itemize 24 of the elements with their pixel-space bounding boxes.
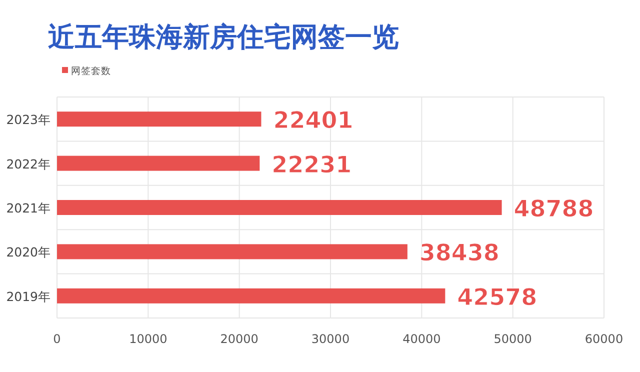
x-tick-label: 50000: [494, 332, 532, 346]
bar: [57, 288, 446, 304]
data-label: 22231: [272, 152, 352, 178]
bar: [57, 156, 260, 171]
legend-label: 网签套数: [71, 65, 111, 77]
y-tick-label: 2022年: [6, 156, 51, 172]
y-tick-label: 2023年: [6, 112, 51, 128]
y-tick-label: 2020年: [6, 244, 51, 260]
y-tick-label: 2021年: [6, 200, 51, 216]
x-tick-label: 0: [53, 332, 61, 346]
data-label: 38438: [419, 240, 500, 267]
data-label: 48788: [514, 196, 594, 222]
x-tick-label: 10000: [129, 332, 168, 346]
data-label: 42578: [457, 284, 538, 311]
x-tick-label: 20000: [220, 332, 258, 346]
data-label: 22401: [273, 108, 354, 134]
bar: [57, 244, 408, 260]
x-tick-label: 40000: [402, 332, 441, 346]
bar: [57, 112, 262, 127]
x-tick-label: 60000: [584, 332, 624, 346]
x-tick-label: 30000: [311, 332, 350, 346]
y-tick-label: 2019年: [6, 288, 51, 304]
chart-title: 近五年珠海新房住宅网签一览: [48, 22, 399, 53]
bar: [57, 200, 502, 215]
